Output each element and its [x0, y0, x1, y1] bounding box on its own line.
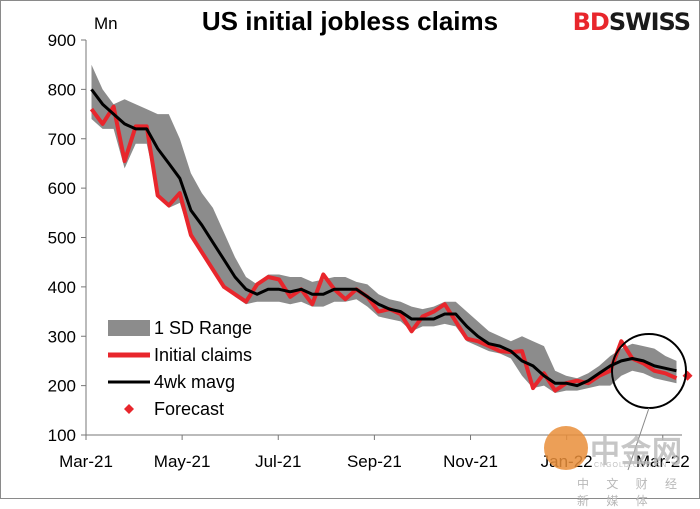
chart-title: US initial jobless claims	[201, 6, 499, 36]
forecast-point	[682, 370, 693, 381]
legend-label: Initial claims	[154, 345, 252, 365]
x-tick-label: May-21	[154, 452, 211, 471]
watermark-subtitle: 中 文 财 经 新 媒 体	[577, 477, 685, 508]
watermark-url: CNGOLD.COM.CN	[594, 462, 668, 469]
y-tick-label: 100	[48, 426, 76, 445]
legend-label: 1 SD Range	[154, 318, 252, 338]
brand-logo: BDSWISS	[572, 8, 691, 36]
x-tick-label: Nov-21	[443, 452, 498, 471]
initial-claims-line	[89, 104, 678, 393]
legend-swatch-forecast	[124, 404, 134, 414]
x-tick-label: Mar-22	[636, 452, 690, 471]
y-tick-label: 400	[48, 278, 76, 297]
mavg-line	[90, 88, 677, 388]
y-tick-label: 500	[48, 229, 76, 248]
y-tick-label: 800	[48, 80, 76, 99]
legend-label: 4wk mavg	[154, 372, 235, 392]
x-tick-label: Mar-21	[59, 452, 113, 471]
sd-range-band	[91, 64, 677, 393]
watermark-logo-icon	[544, 426, 588, 470]
x-tick-label: Sep-21	[347, 452, 402, 471]
y-axis-unit-label: Mn	[94, 14, 118, 33]
y-tick-label: 900	[48, 31, 76, 50]
y-tick-label: 600	[48, 179, 76, 198]
y-tick-label: 700	[48, 130, 76, 149]
annotation-pointer	[627, 407, 650, 471]
y-tick-label: 200	[48, 377, 76, 396]
y-tick-label: 300	[48, 327, 76, 346]
watermark-text: 中金网	[590, 435, 683, 470]
x-tick-label: Jul-21	[255, 452, 301, 471]
legend-swatch-sd-range	[108, 320, 150, 336]
legend-label: Forecast	[154, 399, 224, 419]
